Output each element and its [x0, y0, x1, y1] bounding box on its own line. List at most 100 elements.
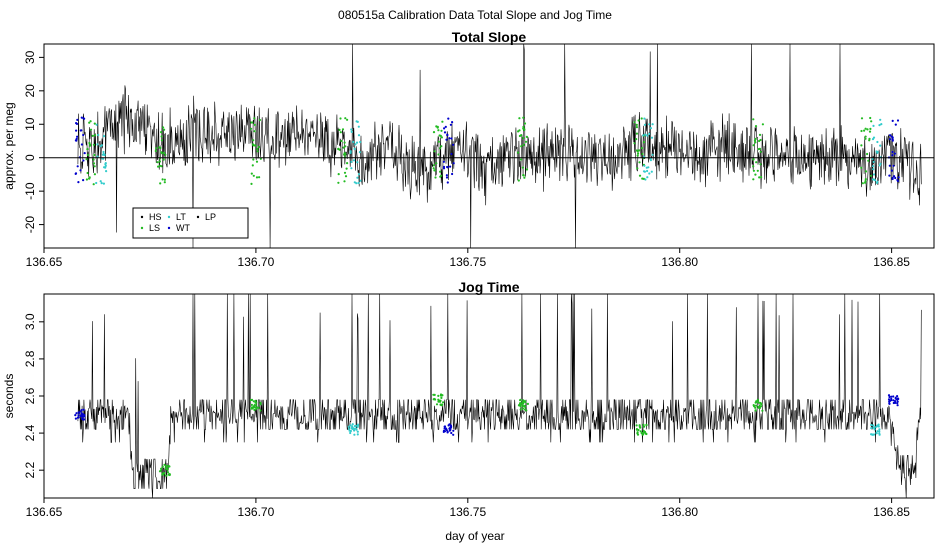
- marker-point: [82, 117, 85, 120]
- marker-point: [449, 424, 452, 427]
- marker-point: [439, 170, 442, 173]
- marker-point: [643, 164, 646, 167]
- marker-point: [91, 134, 94, 137]
- marker-point: [519, 404, 522, 407]
- marker-point: [646, 176, 649, 179]
- marker-point: [871, 138, 875, 141]
- marker-point: [86, 171, 89, 175]
- marker-point: [358, 151, 361, 154]
- marker-point: [338, 128, 341, 131]
- marker-point: [341, 128, 345, 131]
- marker-point: [651, 123, 654, 126]
- marker-point: [524, 405, 527, 408]
- marker-point: [96, 143, 99, 146]
- marker-point: [640, 432, 643, 435]
- marker-point: [256, 406, 259, 409]
- marker-point: [351, 423, 354, 426]
- marker-point: [648, 172, 651, 175]
- marker-point: [82, 159, 85, 162]
- marker-point: [160, 135, 163, 138]
- marker-point: [442, 165, 446, 168]
- marker-point: [635, 138, 638, 141]
- marker-point: [645, 423, 648, 426]
- marker-point: [522, 143, 525, 146]
- marker-point: [896, 119, 900, 122]
- marker-point: [102, 152, 105, 156]
- marker-point: [344, 153, 347, 156]
- marker-point: [81, 417, 84, 420]
- marker-point: [643, 117, 646, 120]
- marker-point: [894, 176, 897, 180]
- marker-point: [92, 143, 95, 146]
- legend-label-wt: WT: [176, 223, 190, 233]
- marker-point: [157, 165, 160, 168]
- marker-point: [160, 165, 163, 168]
- marker-point: [647, 166, 650, 169]
- marker-point: [649, 159, 653, 162]
- marker-point: [874, 179, 877, 182]
- marker-point: [165, 474, 168, 477]
- marker-point: [82, 408, 85, 411]
- marker-point: [519, 158, 523, 161]
- marker-point: [896, 397, 900, 400]
- marker-point: [869, 174, 873, 177]
- marker-point: [344, 145, 347, 148]
- marker-point: [875, 431, 878, 435]
- marker-point: [154, 149, 157, 153]
- marker-point: [350, 130, 353, 133]
- marker-point: [439, 403, 442, 406]
- marker-point: [639, 430, 642, 433]
- marker-point: [345, 167, 348, 170]
- marker-point: [450, 137, 453, 140]
- marker-point: [435, 403, 439, 406]
- marker-point: [259, 157, 262, 160]
- marker-point: [251, 164, 254, 167]
- marker-point: [636, 431, 639, 434]
- marker-point: [642, 170, 646, 173]
- legend-box: [132, 207, 249, 239]
- marker-point: [642, 423, 645, 426]
- marker-point: [878, 433, 881, 436]
- marker-cluster-ls: [249, 398, 262, 412]
- marker-point: [758, 176, 761, 179]
- marker-point: [160, 131, 163, 134]
- marker-point: [643, 425, 646, 428]
- marker-point: [872, 124, 875, 127]
- marker-point: [872, 424, 875, 427]
- marker-point: [754, 409, 757, 412]
- marker-point: [351, 425, 354, 428]
- marker-point: [522, 127, 525, 130]
- marker-point: [890, 397, 893, 400]
- marker-point: [349, 151, 352, 154]
- marker-point: [888, 402, 891, 405]
- marker-point: [872, 426, 875, 429]
- marker-point: [635, 149, 638, 152]
- marker-point: [445, 427, 448, 430]
- marker-point: [752, 169, 756, 172]
- marker-point: [444, 125, 447, 128]
- marker-point: [163, 181, 166, 184]
- marker-point: [162, 151, 166, 154]
- marker-point: [446, 133, 449, 136]
- marker-point: [866, 152, 869, 156]
- marker-point: [343, 180, 346, 183]
- marker-cluster-lt: [642, 117, 654, 181]
- marker-point: [860, 117, 864, 120]
- marker-point: [863, 129, 866, 132]
- marker-point: [343, 171, 347, 174]
- marker-point: [879, 144, 882, 147]
- marker-point: [75, 412, 78, 415]
- marker-point: [875, 425, 878, 428]
- marker-point: [759, 138, 762, 142]
- y-tick-label: -20: [23, 216, 37, 234]
- marker-point: [158, 160, 161, 163]
- marker-point: [636, 154, 639, 157]
- marker-point: [752, 158, 755, 161]
- y-tick-label: 2.8: [23, 350, 37, 367]
- marker-point: [256, 148, 259, 151]
- marker-point: [252, 174, 255, 177]
- marker-point: [522, 174, 525, 177]
- marker-point: [161, 178, 164, 181]
- marker-point: [519, 408, 522, 411]
